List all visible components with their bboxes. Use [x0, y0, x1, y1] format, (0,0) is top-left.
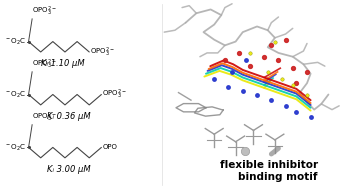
Text: OPO$_3^{2-}$: OPO$_3^{2-}$: [90, 45, 115, 59]
Text: Kᵢ 0.36 μM: Kᵢ 0.36 μM: [47, 112, 90, 121]
Text: Kᵢ 3.00 μM: Kᵢ 3.00 μM: [47, 165, 90, 174]
Text: OPO$_3^{2-}$: OPO$_3^{2-}$: [32, 58, 57, 71]
Text: $^-$O$_2$C: $^-$O$_2$C: [5, 142, 27, 153]
Text: flexible inhibitor
binding motif: flexible inhibitor binding motif: [220, 160, 318, 182]
Text: $^-$O$_2$C: $^-$O$_2$C: [5, 89, 27, 100]
Text: OPO$_3^{2-}$: OPO$_3^{2-}$: [32, 111, 57, 124]
Text: OPO$_3^{2-}$: OPO$_3^{2-}$: [102, 88, 127, 101]
Text: Kᵢ 1.10 μM: Kᵢ 1.10 μM: [41, 59, 84, 68]
Text: OPO: OPO: [102, 144, 117, 150]
Text: $^-$O$_2$C: $^-$O$_2$C: [5, 36, 27, 47]
Text: OPO$_3^{2-}$: OPO$_3^{2-}$: [32, 5, 57, 18]
